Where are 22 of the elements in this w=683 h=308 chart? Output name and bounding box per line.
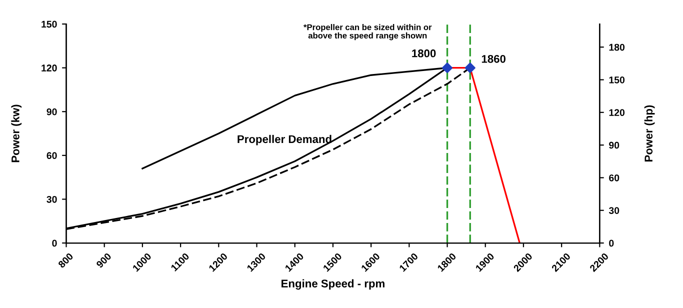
y2-tick-label: 30: [608, 207, 620, 214]
y-tick-label: 90: [46, 108, 57, 116]
y2-tick-label: 150: [609, 76, 625, 84]
x-axis-title: Engine Speed - rpm: [282, 279, 384, 290]
annotation: *Propeller can be sized within or above the speed range shown: [304, 24, 432, 40]
y-tick-label: 60: [46, 152, 57, 160]
annotation: 1860: [482, 54, 506, 63]
y-tick-label: 120: [42, 64, 57, 72]
y2-tick-label: 180: [609, 44, 625, 51]
y-tick-label: 0: [52, 240, 57, 247]
annotation: 1800: [412, 49, 436, 58]
x-tick-label: 900: [96, 252, 112, 268]
y2-tick-label: 60: [609, 174, 620, 182]
y-tick-label: 30: [46, 196, 57, 203]
y-axis-title: Power (kw): [11, 104, 22, 162]
y2-tick-label: 0: [609, 240, 614, 247]
y2-axis-title: Power (hp): [644, 105, 655, 162]
annotation: Propeller Demand: [238, 134, 332, 146]
y2-tick-label: 90: [609, 142, 620, 149]
x-tick-label: 800: [58, 252, 74, 268]
y2-tick-label: 120: [609, 109, 625, 116]
y-tick-label: 150: [42, 20, 57, 28]
